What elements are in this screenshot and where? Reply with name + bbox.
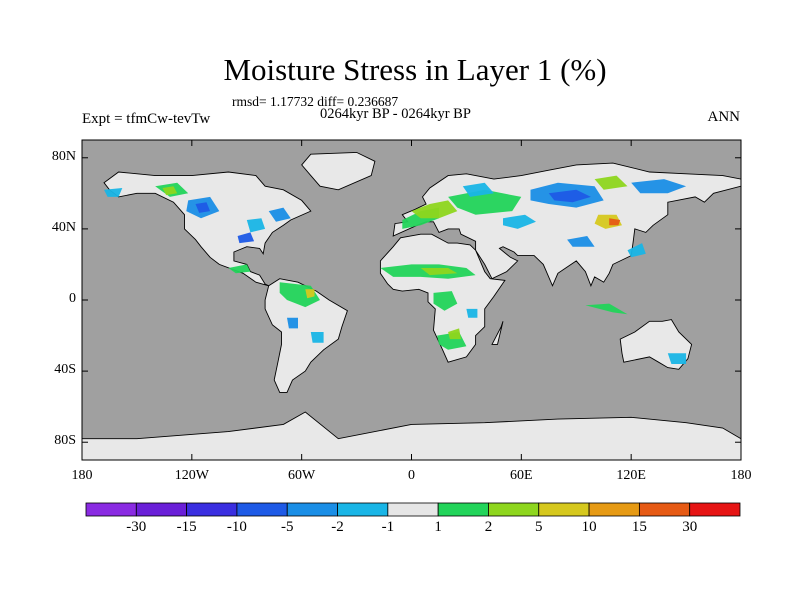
colorbar-label: -2 bbox=[331, 519, 344, 535]
anomaly-patch bbox=[420, 268, 458, 276]
anomaly-patch bbox=[237, 232, 255, 244]
stats-text: rmsd= 1.17732 diff= 0.236687 bbox=[232, 94, 399, 109]
anomaly-patches bbox=[104, 175, 687, 364]
lon-tick-label: 120E bbox=[616, 468, 646, 483]
colorbar-swatch bbox=[437, 502, 489, 517]
anomaly-patch bbox=[195, 202, 211, 213]
lon-tick-label: 180 bbox=[71, 468, 93, 483]
colorbar-label: -30 bbox=[126, 519, 147, 535]
anomaly-patch bbox=[627, 243, 646, 258]
season-label: ANN bbox=[707, 109, 741, 125]
anomaly-patch bbox=[462, 182, 494, 197]
anomaly-patch bbox=[279, 282, 320, 308]
anomaly-patch bbox=[594, 214, 622, 229]
lat-tick-label: 80N bbox=[51, 148, 76, 164]
colorbar-label: -10 bbox=[226, 519, 247, 535]
colorbar-swatch bbox=[689, 502, 741, 517]
anomaly-patch bbox=[411, 200, 458, 219]
colorbar-label: 1 bbox=[434, 519, 442, 535]
anomaly-patch bbox=[567, 236, 595, 247]
lon-ticks bbox=[81, 140, 742, 460]
land-south-america bbox=[264, 278, 348, 393]
lat-tick-label: 80S bbox=[54, 433, 76, 449]
colorbar-swatch bbox=[638, 502, 691, 517]
lon-tick-label: 120W bbox=[174, 468, 209, 483]
colorbar-label: -15 bbox=[176, 519, 197, 535]
anomaly-patch bbox=[594, 175, 628, 190]
colorbar-swatch bbox=[488, 502, 540, 517]
lon-tick-label: 180 bbox=[730, 468, 752, 483]
colorbar-label: 10 bbox=[581, 519, 597, 535]
colorbar-label: 30 bbox=[682, 519, 698, 535]
colorbar-swatch bbox=[538, 502, 590, 517]
period-text: 0264kyr BP - 0264kyr BP bbox=[320, 106, 471, 122]
anomaly-patch bbox=[433, 291, 458, 311]
anomaly-patch bbox=[305, 289, 315, 299]
experiment-label: Expt = tfmCw-tevTw bbox=[82, 111, 211, 127]
anomaly-patch bbox=[667, 353, 687, 364]
colorbar-label: 15 bbox=[631, 519, 647, 535]
lat-tick-label: 40N bbox=[51, 219, 76, 235]
colorbar-swatch bbox=[236, 502, 288, 517]
chart-title: Moisture Stress in Layer 1 (%) bbox=[223, 52, 607, 87]
colorbar-swatch bbox=[588, 502, 640, 517]
lat-ticks bbox=[82, 157, 741, 443]
colorbar-swatch bbox=[186, 502, 238, 517]
anomaly-patch bbox=[310, 332, 324, 343]
anomaly-patch bbox=[609, 218, 621, 226]
anomaly-patch bbox=[585, 303, 628, 315]
anomaly-patch bbox=[246, 218, 266, 233]
colorbar-swatch bbox=[387, 502, 439, 517]
lon-tick-label: 60W bbox=[288, 468, 316, 483]
colorbar-label: 5 bbox=[535, 519, 543, 535]
colorbar-label: -1 bbox=[381, 519, 395, 535]
lon-tick-label: 60E bbox=[510, 468, 533, 483]
colorbar bbox=[85, 502, 741, 517]
anomaly-patch bbox=[448, 328, 461, 340]
land-north-america bbox=[103, 171, 312, 287]
lat-tick-label: 40S bbox=[54, 362, 76, 378]
anomaly-patch bbox=[104, 188, 123, 197]
anomaly-patch bbox=[228, 264, 251, 274]
colorbar-label: -5 bbox=[280, 519, 294, 535]
land-greenland bbox=[301, 151, 376, 191]
lat-tick-label: 0 bbox=[69, 291, 76, 306]
anomaly-patch bbox=[268, 207, 291, 222]
anomaly-patch bbox=[548, 189, 591, 203]
anomaly-patch bbox=[631, 179, 687, 194]
colorbar-swatch bbox=[337, 502, 389, 517]
anomaly-patch bbox=[466, 308, 478, 318]
anomaly-patch bbox=[287, 317, 298, 329]
anomaly-patch bbox=[448, 189, 522, 215]
land-madagascar bbox=[491, 321, 504, 345]
colorbar-label: 2 bbox=[484, 519, 493, 535]
anomaly-patch bbox=[503, 214, 536, 229]
colorbar-swatch bbox=[135, 502, 188, 517]
anomaly-patch bbox=[162, 186, 178, 196]
colorbar-swatch bbox=[286, 502, 338, 517]
lon-tick-label: 0 bbox=[408, 468, 415, 483]
colorbar-swatch bbox=[85, 502, 137, 517]
